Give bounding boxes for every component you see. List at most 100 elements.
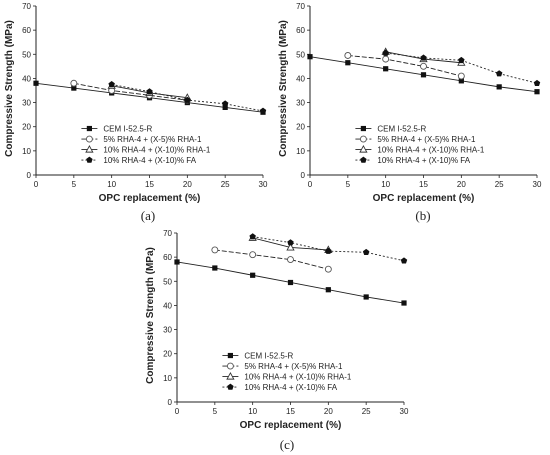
panel-caption: (a) [141, 208, 155, 223]
y-tick-label: 40 [163, 301, 172, 310]
legend-label: 10% RHA-4 + (X-10)% FA [244, 383, 337, 392]
y-tick-label: 70 [296, 2, 305, 11]
legend-swatch-marker [360, 156, 367, 163]
y-axis-label: Compressive Strength (MPa) [278, 20, 289, 157]
data-point [259, 107, 267, 114]
data-point [457, 72, 465, 80]
series-1 [307, 54, 540, 95]
x-tick-label: 0 [308, 180, 313, 189]
y-tick-label: 10 [163, 374, 172, 383]
legend: CEM I-52.5-R5% RHA-4 + (X-5)% RHA-1 10% R… [81, 125, 211, 165]
legend-label: 10% RHA-4 + (X-10)% RHA-1 [377, 146, 484, 155]
x-tick-label: 25 [495, 180, 504, 189]
data-point [420, 72, 427, 78]
x-tick-label: 10 [107, 180, 116, 189]
chart-panel-a: 0 10 20 30 40 50 60 70 0 5 10 15 20 25 30 OPC replaceme… [4, 2, 268, 223]
x-tick-label: 30 [533, 180, 542, 189]
y-tick-label: 10 [296, 147, 305, 156]
legend-swatch-marker [360, 125, 366, 132]
x-tick-label: 10 [381, 180, 390, 189]
series-2 [344, 52, 465, 80]
data-point [33, 80, 39, 86]
x-tick-label: 0 [34, 180, 39, 189]
y-tick-label: 40 [296, 74, 305, 83]
x-tick-label: 5 [213, 407, 218, 416]
data-point [70, 79, 78, 87]
y-tick-label: 60 [296, 26, 305, 35]
y-tick-label: 50 [163, 277, 172, 286]
legend-label: 10% RHA-4 + (X-10)% RHA-1 [244, 373, 351, 382]
y-tick-label: 10 [22, 147, 31, 156]
y-tick-label: 30 [22, 99, 31, 108]
x-tick-label: 5 [346, 180, 351, 189]
y-tick-label: 0 [301, 171, 306, 180]
x-tick-label: 15 [419, 180, 428, 189]
legend-swatch-marker [359, 135, 367, 143]
legend-swatch-marker [227, 352, 233, 359]
legend-label: 5% RHA-4 + (X-5)% RHA-1 [377, 135, 476, 144]
legend: CEM I-52.5-R5% RHA-4 + (X-5)% RHA-1 10% R… [222, 352, 352, 392]
data-point [212, 265, 218, 271]
data-point [221, 100, 229, 107]
x-tick-label: 20 [183, 180, 192, 189]
legend-label: 10% RHA-4 + (X-10)% FA [377, 156, 470, 165]
data-point [382, 49, 389, 56]
data-point [458, 56, 465, 64]
x-tick-label: 15 [145, 180, 154, 189]
data-point [286, 242, 295, 251]
data-point [344, 52, 352, 59]
legend-swatch-marker [86, 156, 93, 163]
data-point [401, 300, 407, 306]
y-tick-label: 0 [168, 398, 173, 407]
y-tick-label: 30 [163, 326, 172, 335]
panel-caption: (b) [415, 208, 430, 223]
y-tick-label: 0 [27, 171, 32, 180]
data-point [362, 248, 370, 256]
data-point [420, 54, 427, 61]
x-tick-label: 20 [324, 407, 333, 416]
data-point [287, 239, 294, 246]
data-point [249, 251, 257, 259]
data-point [287, 256, 294, 264]
x-tick-label: 5 [72, 180, 77, 189]
data-point [211, 246, 219, 254]
series-2 [70, 79, 191, 104]
legend-label: CEM I-52.5-R [244, 352, 293, 361]
data-point [420, 62, 427, 70]
y-tick-label: 30 [296, 99, 305, 108]
y-tick-label: 60 [22, 26, 31, 35]
data-point [287, 279, 294, 286]
data-point [249, 233, 256, 240]
x-tick-label: 0 [175, 407, 180, 416]
x-tick-label: 30 [400, 407, 409, 416]
legend: CEM I-52.5-R5% RHA-4 + (X-5)% RHA-1 10% R… [355, 125, 485, 165]
legend-swatch-marker [227, 383, 234, 390]
y-tick-label: 60 [163, 253, 172, 262]
x-axis-label: OPC replacement (%) [240, 420, 342, 431]
data-point [363, 294, 369, 300]
legend-label: CEM I-52.5-R [377, 125, 426, 134]
data-point [307, 54, 313, 60]
data-point [383, 66, 389, 72]
y-axis-label: Compressive Strength (MPa) [4, 20, 15, 157]
data-point [146, 88, 153, 95]
y-tick-label: 70 [163, 229, 172, 238]
legend-label: 10% RHA-4 + (X-10)% RHA-1 [103, 146, 210, 155]
y-tick-label: 50 [296, 50, 305, 59]
x-axis-label: OPC replacement (%) [373, 193, 475, 204]
series-4 [249, 233, 408, 264]
data-point [382, 55, 390, 63]
x-tick-label: 10 [248, 407, 257, 416]
legend-swatch-marker [226, 362, 234, 370]
data-point [71, 85, 77, 91]
y-axis-label: Compressive Strength (MPa) [145, 247, 156, 384]
panel-caption: (c) [280, 437, 294, 452]
legend-swatch-marker [86, 125, 92, 132]
data-point [495, 70, 503, 77]
legend-swatch-marker [85, 135, 93, 143]
data-point [174, 259, 180, 265]
x-tick-label: 15 [286, 407, 295, 416]
series-4 [108, 81, 267, 114]
legend-label: 10% RHA-4 + (X-10)% FA [103, 156, 196, 165]
data-point [325, 287, 331, 293]
